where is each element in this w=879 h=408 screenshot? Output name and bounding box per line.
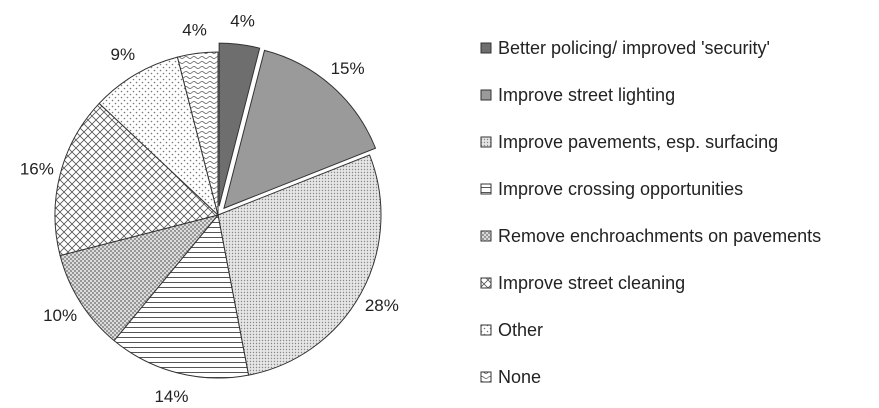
pie-slice-improve-pavements-esp-surfacing xyxy=(217,154,382,376)
legend-swatch-better-policing-improved-security xyxy=(480,42,492,54)
slice-value-label: 9% xyxy=(111,45,136,64)
legend-swatch-other xyxy=(480,324,492,336)
legend-label-improve-street-lighting: Improve street lighting xyxy=(498,85,675,105)
legend-swatch-improve-street-lighting xyxy=(480,89,492,101)
legend-label-remove-enchroachments-on-pavements: Remove enchroachments on pavements xyxy=(498,226,821,246)
slice-value-label: 28% xyxy=(365,296,399,315)
legend-label-better-policing-improved-security: Better policing/ improved 'security' xyxy=(498,38,770,58)
slice-value-label: 16% xyxy=(20,159,54,178)
pie-slice-remove-enchroachments-on-pavements xyxy=(59,214,220,342)
legend-swatch-none xyxy=(480,371,492,383)
pie-slice-better-policing-improved-security xyxy=(218,42,261,207)
legend-swatch-improve-crossing-opportunities xyxy=(480,183,492,195)
pie-slice-improve-street-cleaning xyxy=(54,102,220,257)
legend-label-improve-pavements-esp-surfacing: Improve pavements, esp. surfacing xyxy=(498,132,778,152)
slice-value-label: 4% xyxy=(230,12,255,31)
slice-value-label: 15% xyxy=(331,59,365,78)
pie-slices xyxy=(54,42,382,379)
legend-swatch-improve-street-cleaning xyxy=(480,277,492,289)
legend: Better policing/ improved 'security' Impr… xyxy=(480,38,821,387)
legend-label-none: None xyxy=(498,367,541,387)
slice-value-label: 10% xyxy=(43,306,77,325)
legend-label-improve-crossing-opportunities: Improve crossing opportunities xyxy=(498,179,743,199)
slice-labels: 4% 15% 28% 14% 10% 16% 9% 4% xyxy=(20,12,399,407)
legend-label-improve-street-cleaning: Improve street cleaning xyxy=(498,273,685,293)
legend-label-other: Other xyxy=(498,320,543,340)
pie-slice-other xyxy=(98,56,219,217)
pie-slice-improve-crossing-opportunities xyxy=(113,213,250,379)
slice-value-label: 4% xyxy=(182,20,207,39)
legend-swatch-improve-pavements-esp-surfacing xyxy=(480,136,492,148)
legend-swatch-remove-enchroachments-on-pavements xyxy=(480,230,492,242)
slice-value-label: 14% xyxy=(154,387,188,406)
pie-slice-improve-street-lighting xyxy=(223,49,377,210)
pie-slice-none xyxy=(176,51,219,216)
